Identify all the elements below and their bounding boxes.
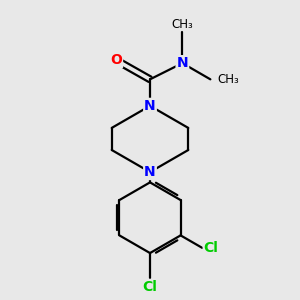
Text: Cl: Cl — [142, 280, 158, 294]
Text: CH₃: CH₃ — [172, 18, 193, 32]
Text: N: N — [177, 56, 188, 70]
Text: Cl: Cl — [204, 241, 218, 255]
Text: N: N — [144, 165, 156, 179]
Text: CH₃: CH₃ — [218, 73, 239, 86]
Text: O: O — [110, 53, 122, 67]
Text: N: N — [144, 99, 156, 113]
